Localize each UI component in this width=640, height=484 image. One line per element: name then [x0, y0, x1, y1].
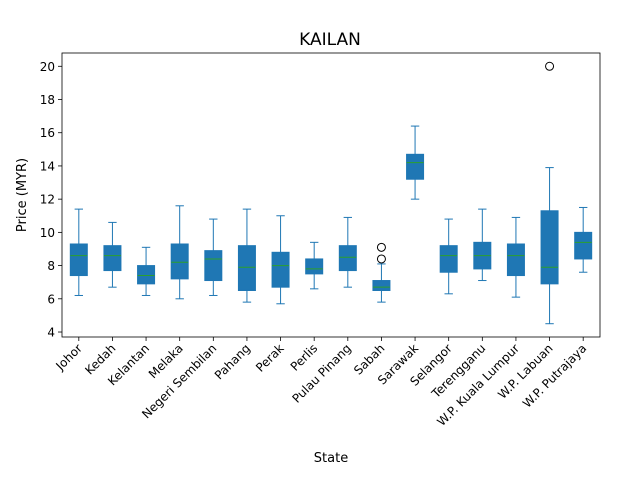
- iqr-box: [338, 245, 357, 272]
- y-tick-label: 16: [40, 126, 55, 140]
- iqr-box: [69, 243, 88, 277]
- y-tick-label: 14: [40, 159, 55, 173]
- box-8: [305, 241, 324, 290]
- iqr-box: [271, 251, 290, 288]
- x-tick-label: Johor: [53, 341, 85, 373]
- y-axis-label: Price (MYR): [15, 158, 30, 232]
- iqr-box: [305, 258, 324, 275]
- x-tick-label: Pahang: [212, 341, 253, 382]
- box-16: [574, 206, 593, 273]
- box-12: [439, 218, 458, 295]
- plot-area: [69, 61, 593, 325]
- iqr-box: [372, 280, 391, 291]
- box-15: [540, 61, 559, 325]
- box-3: [137, 246, 156, 296]
- y-tick-label: 12: [40, 193, 55, 207]
- iqr-box: [103, 245, 122, 272]
- box-4: [170, 205, 189, 300]
- box-2: [103, 221, 122, 288]
- iqr-box: [439, 245, 458, 273]
- y-tick-label: 6: [47, 292, 55, 306]
- box-1: [69, 208, 88, 296]
- box-14: [506, 216, 525, 298]
- x-axis-label: State: [314, 451, 348, 466]
- y-tick-label: 20: [40, 60, 55, 74]
- iqr-box: [170, 243, 189, 280]
- outlier-point: [376, 242, 386, 252]
- chart-title: KAILAN: [299, 30, 361, 50]
- y-tick-label: 8: [47, 259, 55, 273]
- y-tick-label: 18: [40, 93, 55, 107]
- outlier-point: [376, 254, 386, 264]
- box-13: [473, 208, 492, 282]
- iqr-box: [137, 265, 156, 285]
- y-tick-label: 10: [40, 226, 55, 240]
- iqr-box: [406, 153, 425, 180]
- box-10: [372, 242, 391, 303]
- iqr-box: [540, 210, 559, 285]
- box-5: [204, 218, 223, 296]
- iqr-box: [574, 231, 593, 260]
- box-9: [338, 216, 357, 288]
- box-7: [271, 215, 290, 305]
- box-11: [406, 125, 425, 200]
- x-tick-label: Pulau Pinang: [289, 341, 354, 406]
- box-6: [237, 208, 256, 303]
- outlier-point: [545, 61, 555, 71]
- x-tick-label: Perak: [253, 341, 287, 375]
- y-tick-label: 4: [47, 326, 55, 340]
- axes-frame: [61, 52, 601, 338]
- y-axis: 4 6 8 10 12 14 16 18 20: [40, 60, 62, 340]
- iqr-box: [204, 250, 223, 282]
- iqr-box: [506, 243, 525, 277]
- iqr-box: [237, 245, 256, 291]
